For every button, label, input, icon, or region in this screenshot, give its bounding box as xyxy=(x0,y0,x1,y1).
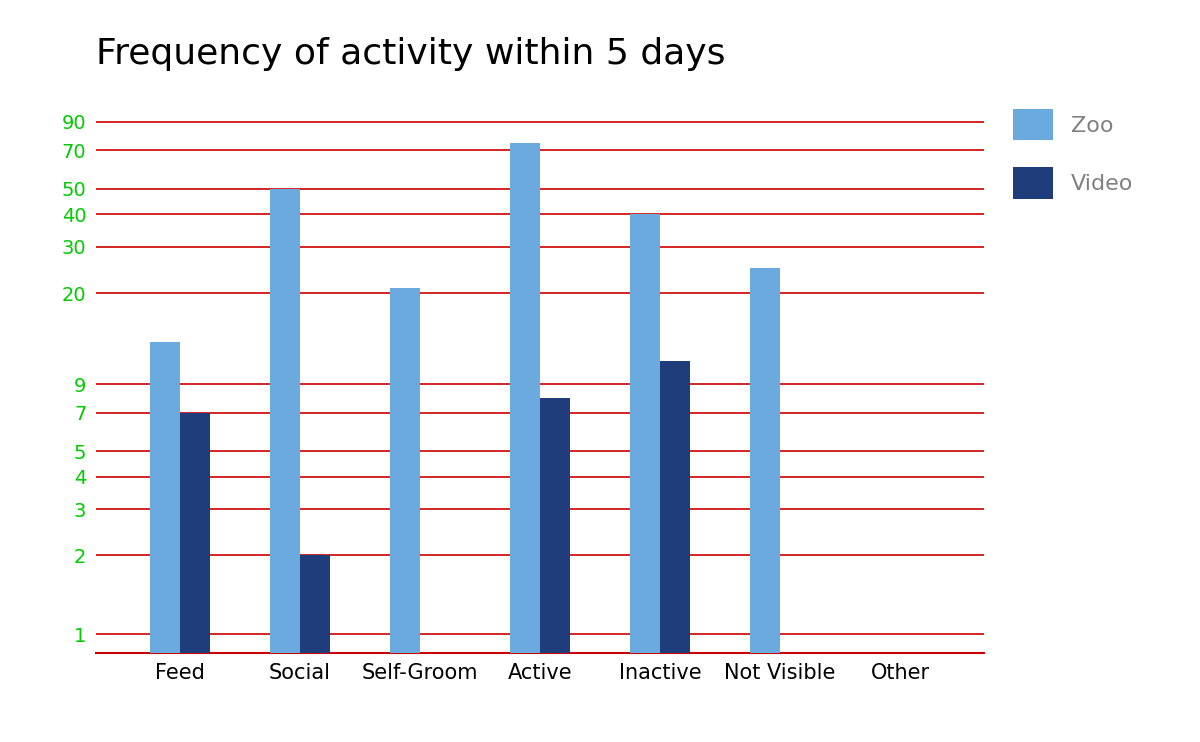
Legend: Zoo, Video: Zoo, Video xyxy=(1004,100,1142,208)
Bar xyxy=(660,361,690,742)
Bar xyxy=(390,288,420,742)
Bar xyxy=(510,142,540,742)
Bar xyxy=(270,188,300,742)
Bar xyxy=(540,398,570,742)
Bar xyxy=(180,413,210,742)
Bar xyxy=(150,342,180,742)
Bar xyxy=(630,214,660,742)
Bar xyxy=(300,556,330,742)
Text: Frequency of activity within 5 days: Frequency of activity within 5 days xyxy=(96,37,726,71)
Bar xyxy=(750,268,780,742)
